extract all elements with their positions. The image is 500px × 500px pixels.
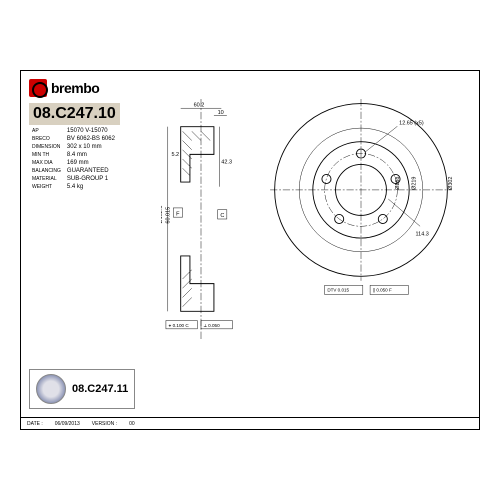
spec-label: DIMENSION	[29, 143, 64, 151]
dim-hub-height: 42.3	[221, 160, 232, 166]
section-view: 60.2 10 5.2 42.3	[161, 99, 241, 339]
dim-outer-dia: Ø182.3	[161, 206, 164, 224]
drawing-sheet: brembo 08.C247.10 AP 15070 V-15070 BRECO…	[20, 70, 480, 430]
brembo-icon	[29, 79, 47, 97]
spec-table: AP 15070 V-15070 BRECO BV 6062-BS 6062 D…	[29, 127, 118, 191]
spec-label: WEIGHT	[29, 183, 64, 191]
front-view: 12.65 (x5) 114.3 Ø168 Ø219 Ø302 DTV 0.01…	[261, 99, 461, 299]
dim-pcd: 114.3	[416, 231, 429, 237]
spec-label: AP	[29, 127, 64, 135]
variant-number: 08.C247.11	[72, 383, 128, 395]
dim-disc-dia: Ø302	[448, 177, 454, 190]
dim-bolt-holes: 12.65 (x5)	[399, 120, 424, 126]
dim-thickness: 10	[218, 110, 224, 116]
spec-label: MAX DIA	[29, 159, 64, 167]
table-row: AP 15070 V-15070	[29, 127, 118, 135]
spec-value: 302 x 10 mm	[64, 143, 118, 151]
disc-thumb-icon	[36, 374, 66, 404]
gdt-runout: ⟂ 0.050	[204, 323, 220, 328]
table-row: BRECO BV 6062-BS 6062	[29, 135, 118, 143]
spec-label: MIN TH	[29, 151, 64, 159]
part-number: 08.C247.10	[29, 103, 120, 125]
footer: DATE : 06/09/2013 VERSION : 00	[21, 417, 479, 429]
datum-f: F	[176, 211, 180, 217]
table-row: MAX DIA 169 mm	[29, 159, 118, 167]
brand-logo: brembo	[29, 79, 99, 97]
spec-value: 8.4 mm	[64, 151, 118, 159]
brand-name: brembo	[51, 80, 99, 96]
spec-value: SUB-GROUP 1	[64, 175, 118, 183]
spec-value: 5.4 kg	[64, 183, 118, 191]
gdt-parallelism: ∥ 0.050 F	[373, 288, 392, 294]
table-row: DIMENSION 302 x 10 mm	[29, 143, 118, 151]
table-row: BALANCING GUARANTEED	[29, 167, 118, 175]
date-label: DATE :	[27, 421, 43, 427]
gdt-flatness: ⌖ 0.100 C	[169, 323, 190, 328]
spec-value: GUARANTEED	[64, 167, 118, 175]
spec-value: 15070 V-15070	[64, 127, 118, 135]
spec-value: 169 mm	[64, 159, 118, 167]
table-row: MATERIAL SUB-GROUP 1	[29, 175, 118, 183]
spec-value: BV 6062-BS 6062	[64, 135, 118, 143]
dim-bore: Ø168	[395, 177, 401, 190]
dim-hub-face: 60.015	[166, 207, 172, 224]
dim-hub-offset: 60.2	[194, 102, 205, 108]
spec-label: BRECO	[29, 135, 64, 143]
table-row: WEIGHT 5.4 kg	[29, 183, 118, 191]
dim-bolt-circle: Ø219	[412, 177, 418, 190]
version-value: 00	[129, 421, 135, 427]
gdt-dtv: DTV 0.015	[327, 288, 349, 293]
version-label: VERSION :	[92, 421, 117, 427]
date-value: 06/09/2013	[55, 421, 80, 427]
variant-box: 08.C247.11	[29, 369, 135, 409]
spec-label: MATERIAL	[29, 175, 64, 183]
datum-c: C	[220, 213, 224, 219]
table-row: MIN TH 8.4 mm	[29, 151, 118, 159]
spec-label: BALANCING	[29, 167, 64, 175]
drawing-area: 60.2 10 5.2 42.3	[161, 79, 471, 409]
dim-flange: 5.2	[171, 152, 179, 158]
